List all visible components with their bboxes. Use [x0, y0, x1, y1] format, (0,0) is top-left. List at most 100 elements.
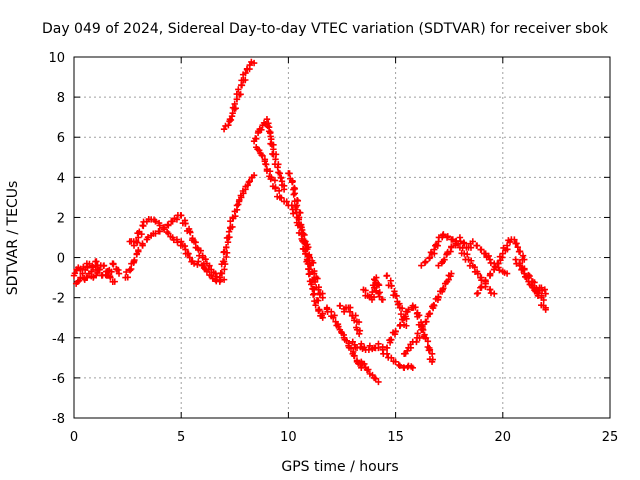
data-point — [270, 151, 277, 158]
data-point — [231, 100, 238, 108]
data-point — [254, 145, 261, 153]
data-point — [336, 302, 344, 310]
data-point — [440, 231, 447, 238]
chart-title: Day 049 of 2024, Sidereal Day-to-day VTE… — [42, 21, 609, 37]
data-point — [375, 378, 382, 386]
data-point — [289, 178, 296, 186]
data-point — [258, 151, 265, 159]
data-point — [123, 268, 130, 276]
data-point — [283, 198, 290, 205]
data-point — [541, 286, 549, 293]
data-point — [297, 209, 304, 217]
data-point — [271, 177, 279, 184]
data-point — [314, 297, 322, 304]
data-point — [217, 269, 224, 277]
data-point — [225, 121, 232, 129]
data-point — [512, 256, 519, 263]
data-point — [358, 340, 365, 347]
y-tick-label: 4 — [57, 171, 65, 186]
y-tick-label: -2 — [52, 292, 65, 307]
series-sat-c — [122, 212, 228, 284]
data-point — [305, 253, 313, 260]
data-point — [359, 360, 366, 367]
data-point — [428, 350, 436, 358]
data-point — [345, 344, 353, 351]
x-tick-label: 0 — [70, 430, 78, 445]
data-point — [419, 321, 426, 329]
data-point — [307, 262, 315, 269]
data-point — [135, 246, 142, 254]
data-point — [173, 216, 181, 223]
data-point — [177, 212, 184, 219]
data-point — [428, 358, 436, 366]
data-point — [330, 314, 337, 321]
x-tick-label: 5 — [177, 430, 185, 445]
data-point — [440, 285, 447, 292]
data-point — [292, 203, 300, 211]
data-point — [268, 141, 276, 148]
data-point — [491, 290, 498, 297]
data-point — [492, 264, 499, 271]
plot-area — [70, 58, 549, 386]
data-point — [423, 318, 430, 325]
data-point — [304, 245, 311, 253]
data-point — [306, 254, 314, 261]
data-point — [430, 246, 438, 253]
data-point — [359, 345, 366, 353]
data-point — [352, 312, 359, 319]
series-sat-d — [126, 216, 223, 285]
data-point — [139, 222, 146, 229]
data-point — [216, 278, 223, 285]
data-point — [244, 182, 251, 189]
data-point — [277, 174, 284, 181]
series-sat-n — [360, 274, 386, 303]
data-point — [461, 240, 468, 247]
data-point — [250, 59, 258, 67]
axes — [73, 56, 611, 419]
data-point — [194, 261, 201, 268]
data-point — [425, 347, 433, 354]
data-point — [111, 278, 118, 285]
data-point — [396, 362, 404, 370]
data-point — [473, 242, 481, 249]
data-point — [221, 248, 228, 256]
series-sat-q — [400, 270, 455, 358]
data-point — [521, 256, 528, 263]
x-tick-label: 20 — [495, 430, 512, 445]
data-point — [482, 277, 489, 284]
data-point — [379, 296, 386, 303]
data-point — [131, 256, 138, 264]
data-point — [403, 315, 410, 323]
data-point — [291, 190, 299, 197]
y-tick-label: 6 — [57, 131, 65, 146]
y-tick-label: 10 — [48, 51, 65, 66]
data-point — [435, 262, 442, 269]
data-point — [404, 347, 411, 355]
data-point — [388, 354, 395, 362]
data-point — [79, 270, 86, 277]
data-point — [319, 294, 326, 301]
data-point — [182, 220, 189, 227]
data-point — [83, 274, 90, 281]
data-point — [511, 236, 518, 243]
data-point — [206, 262, 213, 269]
data-point — [422, 258, 429, 265]
data-point — [186, 254, 193, 261]
data-point — [315, 307, 322, 315]
data-point — [335, 323, 342, 330]
data-point — [223, 244, 230, 251]
data-point — [300, 230, 307, 237]
data-point — [100, 262, 107, 270]
data-point — [225, 228, 233, 235]
data-point — [250, 172, 258, 179]
data-point — [223, 253, 230, 261]
data-point — [179, 242, 187, 249]
data-point — [278, 194, 285, 201]
data-point — [190, 260, 198, 267]
data-point — [426, 254, 434, 261]
data-point — [93, 258, 100, 265]
data-point — [521, 270, 528, 277]
data-point — [369, 288, 376, 296]
data-point — [256, 125, 263, 133]
data-point — [301, 231, 308, 239]
